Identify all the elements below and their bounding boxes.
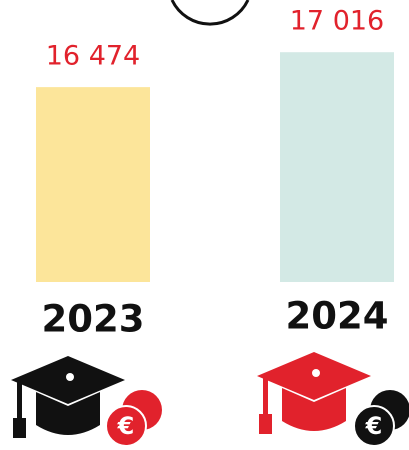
category-label: 2024 [286, 295, 389, 338]
icon-cap-2023: € [11, 356, 162, 447]
value-label: 17 016 [290, 6, 384, 37]
bar [280, 52, 394, 282]
bar [36, 87, 150, 283]
svg-text:€: € [117, 412, 135, 440]
svg-text:€: € [365, 412, 383, 440]
value-label: 16 474 [46, 41, 140, 72]
decor-circle [170, 0, 250, 26]
category-label: 2023 [42, 298, 145, 341]
icon-cap-2024: € [257, 352, 409, 447]
